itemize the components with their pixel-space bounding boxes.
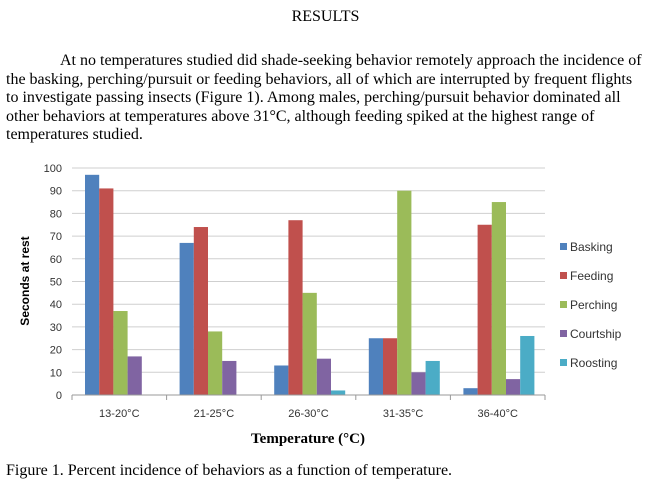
y-tick-label: 50 [50,277,62,289]
legend-label-perching: Perching [570,298,617,312]
bar-feeding-4 [477,224,492,395]
section-heading: RESULTS [291,8,360,25]
y-tick-label: 70 [50,231,62,243]
legend: Basking Feeding Perching Courtship Roosting [560,240,622,370]
y-tick-label: 100 [44,163,62,175]
legend-label-basking: Basking [570,240,613,254]
bar-basking-4 [463,388,478,395]
bar-perching-2 [302,292,317,395]
bars [85,174,535,395]
y-tick-label: 60 [50,254,62,266]
behavior-bar-chart: 0 10 20 30 40 50 60 70 80 90 100 13-20°C 21-25°C 26-3… [18,163,622,447]
legend-label-courtship: Courtship [570,327,622,341]
x-tick-label: 31-35°C [383,408,424,420]
bar-courtship-1 [222,360,237,395]
y-tick-label: 20 [50,345,62,357]
x-tick-label: 21-25°C [194,408,235,420]
bar-feeding-2 [288,220,303,395]
axes: 0 10 20 30 40 50 60 70 80 90 100 13-20°C 21-25°C 26-3… [44,163,546,420]
x-tick-label: 36-40°C [477,408,518,420]
legend-swatch-roosting [560,359,567,366]
bar-feeding-1 [193,227,208,395]
legend-swatch-feeding [560,272,567,279]
results-paragraph: At no temperatures studied did shade-see… [6,52,642,143]
y-tick-label: 80 [50,208,62,220]
bar-feeding-3 [383,338,398,395]
bar-roosting-2 [331,390,346,395]
bar-roosting-3 [425,360,440,395]
x-tick-label: 13-20°C [99,408,140,420]
legend-label-feeding: Feeding [570,269,613,283]
legend-swatch-basking [560,243,567,250]
bar-perching-1 [208,331,223,395]
bar-perching-3 [397,190,412,395]
bar-roosting-4 [520,335,535,395]
legend-label-roosting: Roosting [570,356,617,370]
y-tick-label: 0 [56,390,62,402]
bar-perching-4 [491,202,506,395]
bar-basking-3 [368,338,383,395]
bar-basking-1 [179,242,194,395]
bar-basking-2 [274,365,289,395]
y-tick-label: 90 [50,186,62,198]
y-tick-label: 40 [50,299,62,311]
x-tick-label: 26-30°C [288,408,329,420]
bar-courtship-3 [411,372,426,395]
bar-courtship-2 [316,358,331,395]
y-tick-label: 10 [50,367,62,379]
y-axis-label: Seconds at rest [18,236,32,325]
figure-caption: Figure 1. Percent incidence of behaviors… [6,462,453,479]
x-axis-label: Temperature (°C) [251,431,365,447]
bar-perching-0 [113,311,128,395]
bar-courtship-0 [127,356,142,395]
bar-feeding-0 [99,188,114,395]
bar-courtship-4 [506,379,521,395]
y-tick-label: 30 [50,322,62,334]
legend-swatch-perching [560,301,567,308]
gridlines [72,167,545,373]
bar-basking-0 [85,174,100,395]
legend-swatch-courtship [560,330,567,337]
